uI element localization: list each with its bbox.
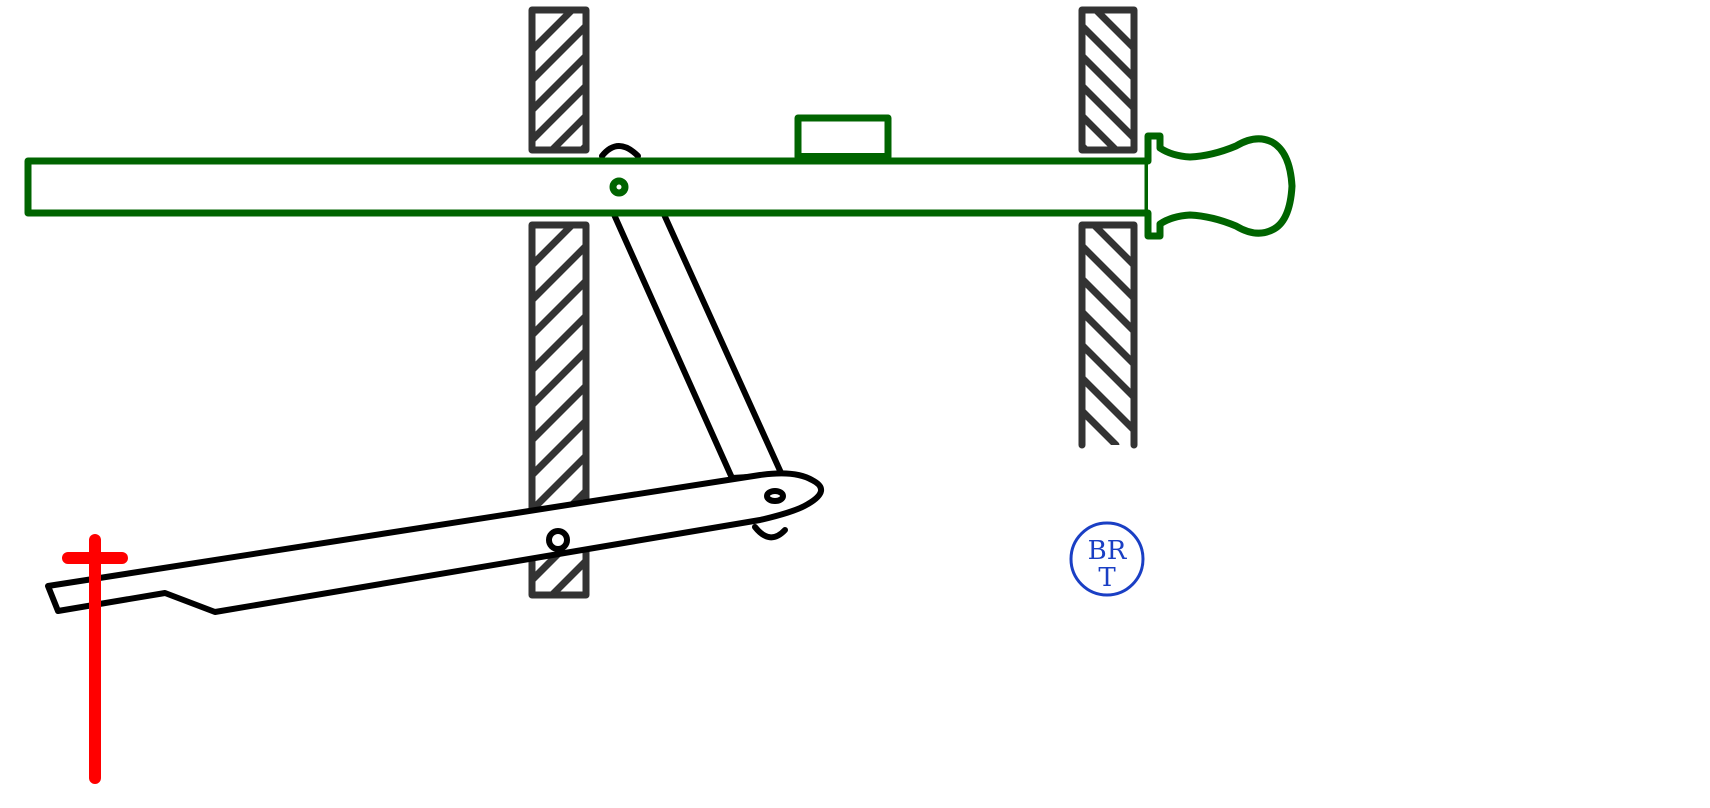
left-wall-upper (528, 6, 590, 154)
lever-arm (45, 470, 824, 615)
bolt-bar (24, 114, 1296, 240)
logo-line-1: BR (1088, 536, 1128, 566)
connecting-link (609, 207, 785, 481)
upper-pivot-knob (599, 143, 641, 159)
lever-pivot-hole (764, 488, 786, 504)
lever-wall-pivot (546, 528, 570, 552)
brt-logo: BR T (1069, 521, 1145, 597)
logo-line-2: T (1098, 563, 1116, 593)
right-wall-upper (1078, 6, 1138, 154)
lever-lower-knob (752, 524, 788, 541)
red-indicator (62, 534, 128, 784)
right-wall-lower (1078, 221, 1138, 449)
